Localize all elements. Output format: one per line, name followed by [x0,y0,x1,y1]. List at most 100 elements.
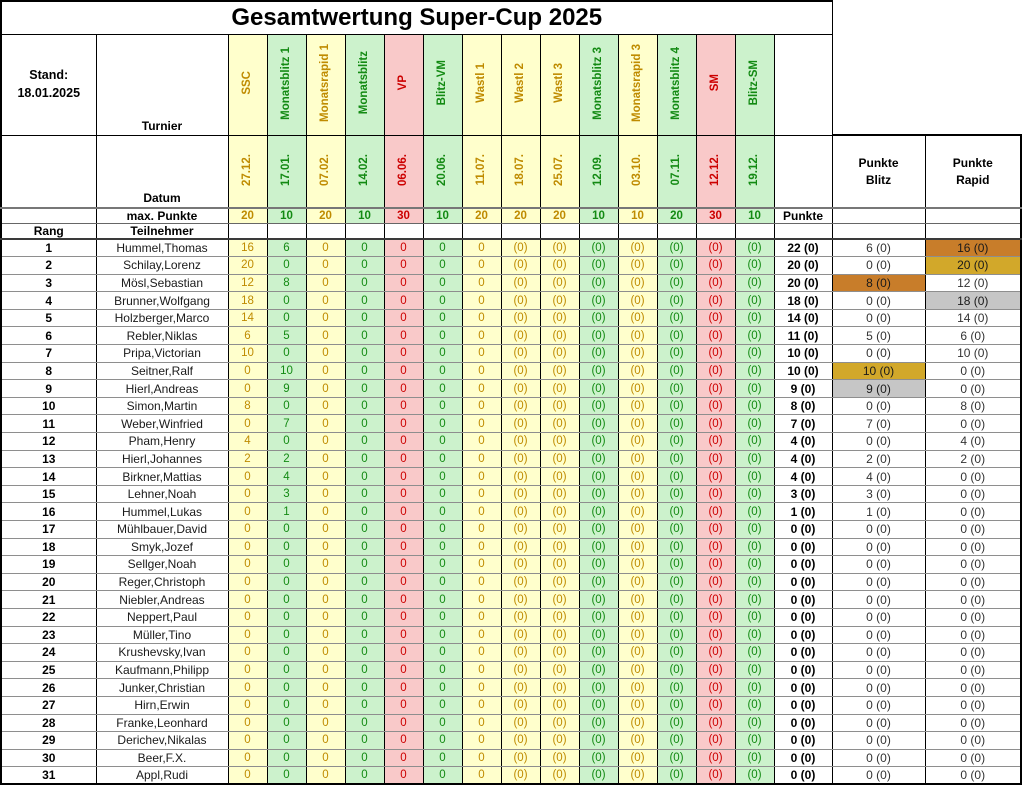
punkte-total: 14 (0) [773,308,833,328]
score-cell: (0) [539,432,580,451]
punkte-rapid: 8 (0) [924,396,1022,416]
score-cell: (0) [500,520,541,539]
score-cell: 0 [383,572,424,592]
score-cell: (0) [539,396,580,416]
punkte-blitz: 0 (0) [831,625,926,645]
tournament-date: 27.12. [240,153,253,186]
max-punkte-cell: 10 [422,207,463,224]
punkte-blitz: 0 (0) [831,678,926,697]
score-cell: 0 [305,432,346,451]
score-cell: (0) [734,643,775,662]
score-cell: (0) [617,731,658,750]
score-cell: 0 [383,273,424,293]
score-cell: 0 [461,731,502,750]
score-cell: (0) [656,748,697,768]
score-cell: (0) [695,467,736,486]
punkte-blitz: 0 (0) [831,520,926,539]
tournament-date: 11.07. [474,154,487,186]
punkte-rapid: 0 (0) [924,625,1022,645]
score-cell: (0) [734,731,775,750]
score-cell: 0 [344,273,385,293]
player-row: 16 Hummel,Lukas 0 1 0 0 0 0 0 (0) (0) (0) (0) (0) (0)(… [0,502,1022,521]
score-cell: (0) [617,590,658,609]
score-cell: 0 [344,520,385,539]
score-cell: (0) [617,256,658,275]
punkte-blitz: 9 (0) [831,379,926,398]
score-cell: (0) [617,555,658,574]
score-cell: 0 [461,396,502,416]
score-cell: 0 [422,625,463,645]
turnier-header-row: Stand: 18.01.2025 Turnier SSC Monatsblitz… [0,33,1021,136]
score-cell: (0) [656,449,697,469]
score-cell: (0) [578,449,619,469]
score-cell: 0 [305,379,346,398]
score-cell: 0 [227,660,268,680]
score-cell: 0 [305,607,346,627]
score-cell: (0) [578,308,619,328]
max-punkte-cell: 30 [695,207,736,224]
player-rank: 20 [0,572,97,592]
player-name: Hummel,Lukas [95,502,229,521]
punkte-blitz: 0 (0) [831,766,926,786]
punkte-total: 0 (0) [773,713,833,733]
score-cell: 12 [227,273,268,293]
punkte-rapid: 0 (0) [924,361,1022,381]
score-cell: 0 [227,748,268,768]
score-cell: (0) [578,766,619,786]
punkte-blitz: 0 (0) [831,731,926,750]
player-name: Sellger,Noah [95,555,229,574]
score-cell: (0) [617,449,658,469]
player-row: 22 Neppert,Paul 0 0 0 0 0 0 0 (0) (0) (0) (0) (0) (0)(… [0,607,1022,627]
score-cell: (0) [656,537,697,557]
punkte-total: 0 (0) [773,766,833,786]
score-cell: 0 [422,308,463,328]
tournament-date-cell: 07.11. [656,134,697,209]
score-cell: (0) [734,326,775,346]
punkte-total: 0 (0) [773,660,833,680]
score-cell: (0) [734,256,775,275]
punkte-rapid: 6 (0) [924,326,1022,346]
player-rank: 1 [0,238,97,258]
score-cell: (0) [500,660,541,680]
tournament-date-cell: 12.09. [578,134,619,209]
player-rank: 9 [0,379,97,398]
score-cell: 20 [227,256,268,275]
tournament-name: VP [396,75,409,91]
score-cell: (0) [578,467,619,486]
tournament-date: 03.10. [630,153,643,186]
score-cell: (0) [656,432,697,451]
punkte-blitz: 0 (0) [831,590,926,609]
player-row: 24 Krushevsky,Ivan 0 0 0 0 0 0 0 (0) (0) (0) (0) (0)(… [0,643,1022,662]
column-header-row: Rang Teilnehmer [0,223,1022,240]
player-row: 30 Beer,F.X. 0 0 0 0 0 0 0 (0) (0) (0) (0) (0) (0) (0) 0… [0,748,1022,768]
score-cell: (0) [539,713,580,733]
score-cell: (0) [734,537,775,557]
score-cell: (0) [656,291,697,310]
score-cell: (0) [578,379,619,398]
punkte-blitz: 7 (0) [831,414,926,434]
punkte-blitz: 10 (0) [831,361,926,381]
max-punkte-cell: 20 [656,207,697,224]
score-cell: 0 [266,256,307,275]
score-cell: (0) [500,678,541,697]
score-cell: 0 [227,713,268,733]
score-cell: 0 [305,361,346,381]
score-cell: 0 [344,590,385,609]
score-cell: (0) [539,291,580,310]
punkte-blitz: 0 (0) [831,291,926,310]
score-cell: 0 [383,520,424,539]
score-cell: 0 [461,590,502,609]
score-cell: 0 [305,344,346,363]
tournament-date-cell: 19.12. [734,134,775,209]
score-cell: 0 [344,713,385,733]
empty-cell [773,33,833,136]
empty-cell [924,207,1022,224]
score-cell: 0 [422,607,463,627]
score-cell: 0 [227,678,268,697]
score-cell: (0) [656,273,697,293]
empty-header-cell [734,223,775,240]
player-name: Brunner,Wolfgang [95,291,229,310]
tournament-name: Monatsblitz [357,51,370,115]
score-cell: (0) [578,607,619,627]
score-cell: (0) [617,326,658,346]
